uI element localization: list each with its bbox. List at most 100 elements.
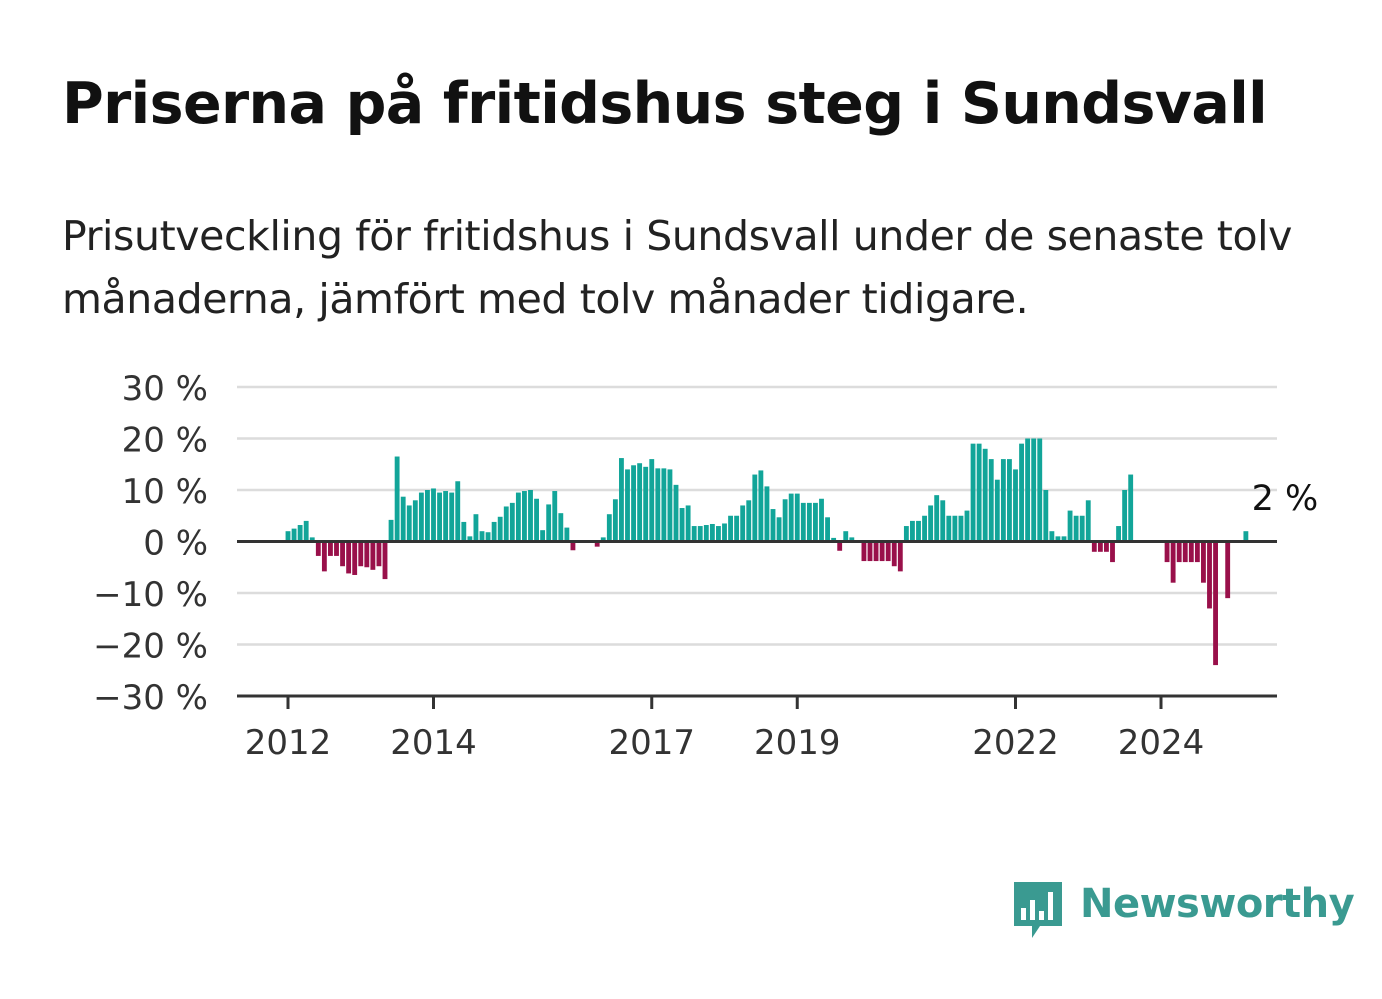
bar — [443, 491, 449, 542]
bar — [1013, 469, 1018, 542]
bar — [819, 498, 824, 542]
bar — [467, 536, 473, 542]
x-tick-label: 2019 — [754, 723, 841, 763]
bar — [1025, 438, 1031, 542]
bar — [449, 492, 455, 542]
bar — [485, 532, 491, 542]
bar — [891, 541, 897, 567]
bar — [758, 470, 764, 542]
bar — [503, 506, 509, 542]
bar — [631, 465, 636, 542]
bar — [691, 526, 697, 542]
bar — [970, 443, 976, 542]
bar — [1061, 536, 1067, 542]
bar — [1164, 541, 1170, 563]
bar — [340, 541, 345, 567]
bar — [716, 526, 721, 542]
bar — [285, 531, 291, 542]
bar — [479, 531, 485, 542]
bar — [321, 541, 327, 572]
bar — [1188, 541, 1194, 563]
newsworthy-logo: Newsworthy — [1010, 878, 1355, 942]
bar — [364, 541, 370, 568]
bar — [358, 541, 364, 567]
bar — [328, 541, 333, 556]
bar — [752, 474, 758, 542]
bar — [619, 458, 624, 542]
bar — [679, 508, 685, 542]
bar — [728, 515, 733, 542]
bar — [843, 531, 849, 542]
value-annotation: 2 % — [1252, 479, 1319, 519]
bar — [703, 525, 709, 542]
y-tick-label: −30 % — [93, 678, 208, 718]
bar — [1037, 438, 1043, 542]
bar — [903, 526, 909, 542]
bar — [431, 488, 436, 542]
bar — [570, 541, 576, 551]
x-tick-label: 2014 — [390, 723, 477, 763]
bar — [782, 499, 788, 542]
bar — [964, 510, 970, 542]
axes — [237, 540, 1277, 709]
bar — [661, 468, 667, 542]
bar — [861, 541, 867, 562]
bar — [394, 456, 400, 542]
bar — [540, 530, 546, 542]
x-tick-label: 2012 — [245, 723, 332, 763]
y-tick-label: 30 % — [122, 369, 208, 409]
bar — [552, 491, 558, 542]
bar — [564, 527, 570, 542]
bar — [667, 469, 673, 542]
bar — [916, 520, 921, 542]
y-tick-label: 20 % — [122, 421, 208, 461]
bar — [461, 521, 467, 542]
bar — [976, 443, 982, 542]
bar — [473, 514, 479, 542]
bar — [867, 541, 873, 562]
bar — [1116, 526, 1121, 542]
bar — [491, 521, 497, 542]
bar — [1225, 541, 1231, 599]
bar — [1110, 541, 1115, 563]
bar — [673, 484, 679, 542]
y-tick-label: 10 % — [122, 472, 208, 512]
bar — [382, 541, 388, 580]
bar — [764, 486, 770, 542]
newsworthy-logo-icon — [1014, 882, 1062, 938]
gridlines — [237, 385, 1277, 646]
bar — [497, 516, 503, 542]
bar — [309, 537, 315, 542]
chart-title: Priserna på fritidshus steg i Sundsvall — [62, 71, 1268, 137]
bar — [879, 541, 885, 562]
bar — [315, 541, 321, 556]
bar — [1128, 474, 1134, 542]
bar — [885, 541, 891, 562]
bar — [849, 537, 855, 542]
bars — [285, 438, 1249, 666]
bar — [528, 490, 533, 542]
bar — [825, 517, 830, 542]
bar — [594, 541, 600, 547]
bar — [637, 463, 643, 542]
chart-subtitle: Prisutveckling för fritidshus i Sundsval… — [62, 212, 1292, 323]
bar — [1000, 459, 1006, 542]
bar — [988, 459, 994, 542]
bar — [1079, 515, 1085, 542]
bar — [770, 509, 776, 542]
bar — [806, 502, 812, 542]
bar — [776, 517, 782, 542]
bar — [297, 525, 303, 542]
y-tick-label: 0 % — [143, 524, 208, 564]
bar — [734, 515, 740, 542]
bar — [600, 537, 606, 542]
bar — [873, 541, 879, 562]
bar — [709, 523, 715, 542]
bar — [1243, 531, 1249, 542]
bar — [958, 515, 964, 542]
bar — [1049, 531, 1055, 542]
bar — [1170, 541, 1176, 583]
bar — [800, 502, 806, 542]
bar — [982, 448, 988, 542]
bar — [740, 505, 746, 542]
